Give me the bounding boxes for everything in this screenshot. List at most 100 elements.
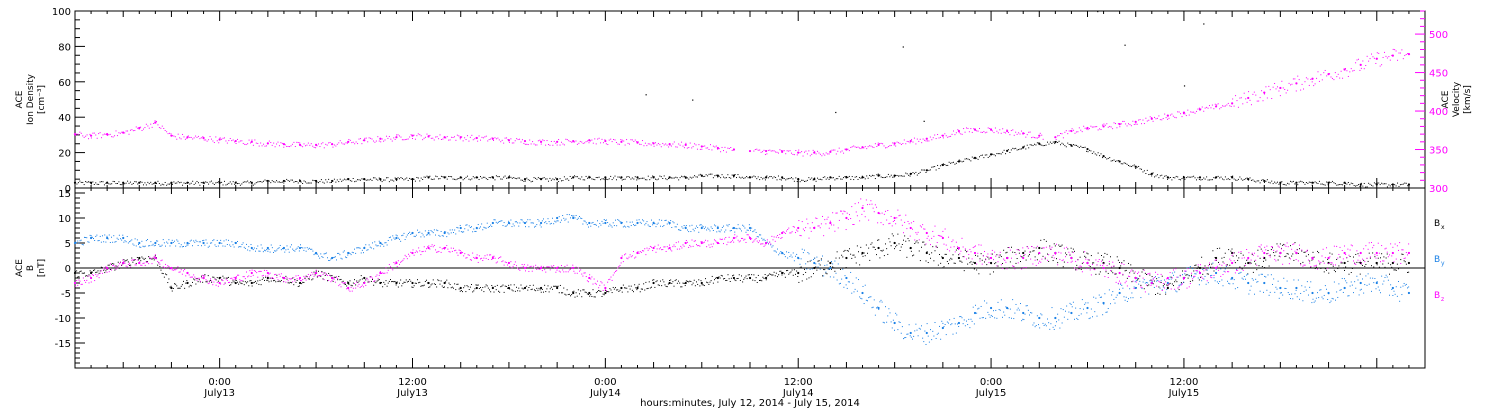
- bx-point: [941, 256, 944, 260]
- density-sample: [1278, 183, 1280, 185]
- bz-sample: [129, 262, 130, 264]
- bz-sample: [118, 263, 120, 265]
- density-sample: [702, 176, 704, 178]
- bx-sample: [831, 268, 832, 270]
- density-sample: [754, 176, 756, 178]
- velocity-sample: [1149, 116, 1151, 118]
- by-sample: [1363, 292, 1365, 294]
- bx-sample: [401, 285, 403, 287]
- density-sample: [1022, 147, 1024, 149]
- velocity-sample: [973, 128, 975, 130]
- bx-sample: [957, 247, 958, 249]
- density-sample: [364, 178, 366, 180]
- by-sample: [1185, 270, 1187, 272]
- by-sample: [144, 245, 146, 247]
- by-sample: [185, 245, 187, 247]
- by-sample: [131, 239, 133, 241]
- bx-sample: [351, 285, 353, 287]
- velocity-sample: [1101, 124, 1103, 126]
- density-sample: [584, 179, 586, 181]
- by-sample: [683, 225, 685, 227]
- by-sample: [828, 268, 830, 270]
- density-sample: [955, 162, 957, 164]
- by-sample: [1393, 290, 1395, 292]
- velocity-sample: [801, 151, 803, 153]
- by-sample: [1017, 307, 1019, 309]
- bx-sample: [862, 255, 864, 257]
- velocity-sample: [1182, 113, 1184, 115]
- by-sample: [118, 234, 120, 236]
- bx-sample: [1123, 260, 1125, 262]
- by-sample: [1000, 299, 1002, 301]
- bz-sample: [178, 271, 180, 273]
- by-sample: [927, 335, 929, 337]
- velocity-sample: [1057, 135, 1059, 137]
- density-sample: [919, 171, 921, 173]
- velocity-sample: [1324, 69, 1326, 71]
- by-sample: [716, 231, 718, 233]
- by-sample: [265, 250, 267, 252]
- by-sample: [1301, 285, 1303, 287]
- bx-sample: [1048, 260, 1050, 262]
- density-sample: [1222, 178, 1224, 180]
- density-sample: [615, 179, 617, 181]
- bz-sample: [307, 273, 309, 275]
- velocity-sample: [676, 146, 678, 148]
- bx-sample: [486, 285, 488, 287]
- bx-sample: [591, 296, 593, 298]
- by-sample: [321, 256, 323, 258]
- by-sample: [600, 224, 602, 226]
- density-sample: [394, 177, 396, 179]
- density-sample: [455, 179, 457, 181]
- bx-sample: [239, 281, 241, 283]
- by-sample: [458, 230, 460, 232]
- density-sample: [582, 179, 584, 181]
- bx-sample: [975, 254, 976, 256]
- velocity-sample: [725, 151, 727, 153]
- density-sample: [464, 178, 466, 180]
- bx-sample: [961, 261, 963, 263]
- density-sample: [1368, 182, 1370, 184]
- bx-sample: [390, 279, 391, 281]
- bx-sample: [408, 280, 409, 282]
- by-sample: [752, 231, 754, 233]
- by-sample: [480, 226, 481, 228]
- velocity-sample: [673, 141, 675, 143]
- bx-sample: [130, 264, 132, 266]
- velocity-sample: [1252, 93, 1254, 95]
- bx-sample: [835, 257, 837, 259]
- bx-sample: [643, 283, 645, 285]
- by-sample: [297, 246, 299, 248]
- bx-sample: [1368, 252, 1370, 254]
- bz-sample: [78, 279, 80, 281]
- by-sample: [530, 222, 532, 224]
- velocity-sample: [1353, 69, 1355, 71]
- bx-sample: [665, 285, 667, 287]
- velocity-sample: [142, 128, 144, 130]
- by-sample: [343, 250, 345, 252]
- bx-sample: [1137, 279, 1138, 281]
- by-sample: [199, 241, 201, 243]
- density-sample: [1057, 141, 1059, 143]
- bx-sample: [162, 273, 164, 275]
- bz-sample: [226, 280, 228, 282]
- velocity-sample: [711, 149, 713, 151]
- bz-sample: [251, 269, 253, 271]
- density-sample: [173, 181, 175, 183]
- by-sample: [833, 276, 835, 278]
- by-sample: [1167, 282, 1169, 284]
- by-sample: [509, 223, 511, 225]
- density-sample: [475, 176, 477, 178]
- bx-sample: [1252, 271, 1254, 273]
- by-sample: [316, 253, 318, 255]
- density-sample: [1110, 160, 1112, 162]
- density-sample: [362, 178, 364, 180]
- velocity-sample: [1073, 129, 1075, 131]
- velocity-sample: [513, 142, 515, 144]
- bz-sample: [204, 275, 206, 277]
- density-sample: [397, 177, 399, 179]
- bz-point: [1038, 251, 1041, 255]
- velocity-sample: [812, 149, 814, 151]
- density-sample: [1256, 180, 1258, 182]
- velocity-sample: [268, 140, 270, 142]
